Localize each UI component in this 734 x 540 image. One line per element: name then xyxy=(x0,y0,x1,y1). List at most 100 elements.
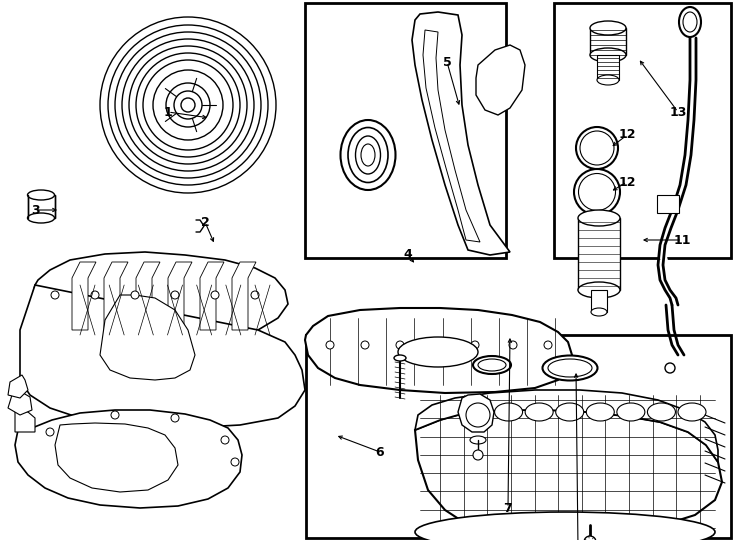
Circle shape xyxy=(51,291,59,299)
Circle shape xyxy=(509,341,517,349)
Ellipse shape xyxy=(394,355,406,361)
Ellipse shape xyxy=(617,403,645,421)
Polygon shape xyxy=(415,390,718,462)
Ellipse shape xyxy=(398,337,478,367)
Polygon shape xyxy=(15,410,35,432)
Circle shape xyxy=(584,536,596,540)
Circle shape xyxy=(129,46,247,164)
Circle shape xyxy=(466,403,490,427)
Polygon shape xyxy=(8,390,32,415)
Circle shape xyxy=(131,291,139,299)
Polygon shape xyxy=(8,375,28,398)
Text: 11: 11 xyxy=(673,233,691,246)
Ellipse shape xyxy=(341,120,396,190)
Circle shape xyxy=(171,414,179,422)
Polygon shape xyxy=(32,252,288,342)
Polygon shape xyxy=(55,423,178,492)
Bar xyxy=(306,335,731,538)
Ellipse shape xyxy=(578,210,620,226)
Polygon shape xyxy=(15,410,242,508)
Circle shape xyxy=(143,60,233,150)
Polygon shape xyxy=(590,28,626,55)
Text: 7: 7 xyxy=(504,502,512,515)
Ellipse shape xyxy=(590,48,626,62)
Ellipse shape xyxy=(361,144,375,166)
Ellipse shape xyxy=(590,21,626,35)
Polygon shape xyxy=(597,55,619,80)
Circle shape xyxy=(171,291,179,299)
Ellipse shape xyxy=(591,308,607,316)
Polygon shape xyxy=(476,45,525,115)
Ellipse shape xyxy=(578,282,620,298)
Ellipse shape xyxy=(542,355,597,381)
Ellipse shape xyxy=(647,403,675,421)
Circle shape xyxy=(136,53,240,157)
Circle shape xyxy=(361,341,369,349)
Circle shape xyxy=(665,363,675,373)
Circle shape xyxy=(153,70,223,140)
Ellipse shape xyxy=(580,131,614,165)
Ellipse shape xyxy=(473,356,511,374)
Ellipse shape xyxy=(679,7,701,37)
Bar xyxy=(554,3,731,258)
Circle shape xyxy=(108,25,268,185)
Polygon shape xyxy=(28,195,55,218)
Ellipse shape xyxy=(495,403,523,421)
Polygon shape xyxy=(136,262,160,330)
Circle shape xyxy=(396,341,404,349)
Ellipse shape xyxy=(556,403,584,421)
Text: 4: 4 xyxy=(404,248,413,261)
Ellipse shape xyxy=(470,436,486,444)
Text: 3: 3 xyxy=(31,204,40,217)
Ellipse shape xyxy=(586,403,614,421)
Polygon shape xyxy=(458,394,494,432)
Circle shape xyxy=(111,411,119,419)
Circle shape xyxy=(434,341,442,349)
Polygon shape xyxy=(591,290,607,312)
Circle shape xyxy=(181,98,195,112)
Ellipse shape xyxy=(548,359,592,377)
Ellipse shape xyxy=(415,512,715,540)
Circle shape xyxy=(115,32,261,178)
Ellipse shape xyxy=(678,403,706,421)
Polygon shape xyxy=(412,12,510,255)
Polygon shape xyxy=(100,295,195,380)
Ellipse shape xyxy=(574,169,620,215)
Text: 2: 2 xyxy=(200,215,209,228)
Polygon shape xyxy=(423,30,480,242)
Ellipse shape xyxy=(576,127,618,169)
Polygon shape xyxy=(20,285,305,428)
Ellipse shape xyxy=(355,136,380,174)
Bar xyxy=(305,3,506,258)
Ellipse shape xyxy=(525,403,553,421)
Circle shape xyxy=(100,17,276,193)
Circle shape xyxy=(221,436,229,444)
Text: 13: 13 xyxy=(669,105,687,118)
Polygon shape xyxy=(232,262,256,330)
Polygon shape xyxy=(578,218,620,290)
Ellipse shape xyxy=(578,173,616,211)
Circle shape xyxy=(166,83,210,127)
Ellipse shape xyxy=(27,190,54,200)
Circle shape xyxy=(122,39,254,171)
Ellipse shape xyxy=(348,127,388,183)
Circle shape xyxy=(174,91,202,119)
Polygon shape xyxy=(415,410,722,535)
Text: 12: 12 xyxy=(618,129,636,141)
Ellipse shape xyxy=(683,12,697,32)
Polygon shape xyxy=(72,262,96,330)
Text: 6: 6 xyxy=(376,446,385,458)
Ellipse shape xyxy=(27,213,54,223)
Circle shape xyxy=(211,291,219,299)
Circle shape xyxy=(46,428,54,436)
Circle shape xyxy=(544,341,552,349)
Bar xyxy=(657,195,679,213)
Ellipse shape xyxy=(464,403,492,421)
Polygon shape xyxy=(305,308,572,393)
Circle shape xyxy=(473,450,483,460)
Polygon shape xyxy=(104,262,128,330)
Circle shape xyxy=(471,341,479,349)
Circle shape xyxy=(251,291,259,299)
Text: 12: 12 xyxy=(618,176,636,188)
Circle shape xyxy=(231,458,239,466)
